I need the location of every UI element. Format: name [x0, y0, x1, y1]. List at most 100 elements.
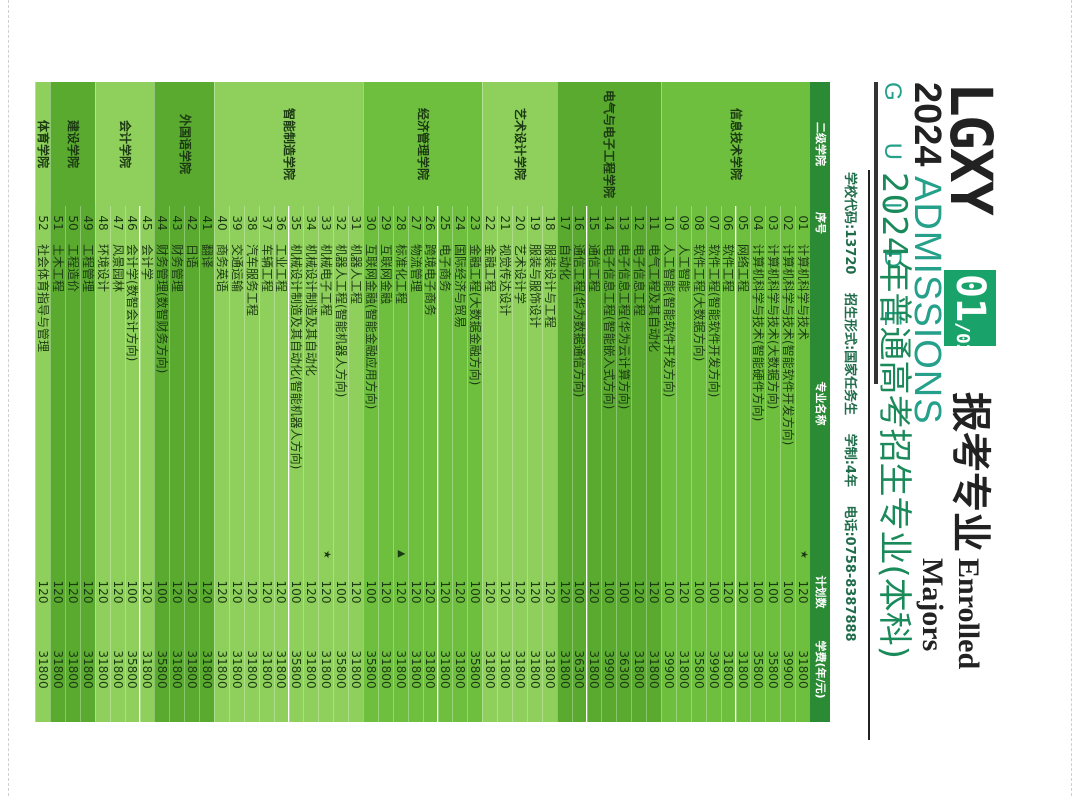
header-plan: 计划数 [810, 567, 830, 617]
cell-fee: 31800 [541, 617, 557, 722]
cell-plan: 120 [422, 567, 438, 617]
cell-major: 计算机科学与技术(智能硬件方向) [750, 240, 766, 567]
special-mark: ▲ [395, 550, 407, 558]
cell-plan: 120 [377, 567, 393, 617]
cell-no: 23 [467, 206, 483, 240]
cell-major: 电子信息工程(华为云计算方向) [616, 240, 632, 567]
number-column: 序号 01 02 03 04 05 06 07 08 09 10 11 12 13 14 15 16 17 18 1… [30, 206, 830, 240]
cell-major: 机械电子工程 [318, 240, 334, 567]
cell-major: 电气工程及其自动化 [646, 240, 661, 567]
cell-plan: 120 [228, 567, 244, 617]
cell-plan: 100 [154, 567, 170, 617]
cell-fee: 31800 [646, 617, 661, 722]
cell-plan: 120 [35, 567, 51, 617]
cell-plan: 100 [288, 567, 304, 617]
cell-no: 14 [601, 206, 617, 240]
cell-fee: 31800 [437, 617, 453, 722]
cell-plan: 100 [571, 567, 587, 617]
cell-fee: 31800 [35, 617, 51, 722]
cell-plan: 120 [482, 567, 498, 617]
cell-major: 服装与服饰设计 [526, 240, 542, 567]
study-duration: 学制:4年 [842, 433, 857, 487]
plan-column: 计划数 120 100 100 100 120 120 100 100 120 100 120 120… [30, 567, 830, 617]
cell-major: 通信工程(华为数据通信方向) [571, 240, 587, 567]
cell-no: 42 [184, 206, 200, 240]
cell-fee: 31800 [243, 617, 259, 722]
cell-no: 49 [79, 206, 95, 240]
cell-no: 25 [437, 206, 453, 240]
cell-plan: 100 [661, 567, 676, 617]
logo: LGXY 01/02 2024 ADMISSIONS GUIDE [874, 82, 1005, 425]
cell-no: 39 [228, 206, 244, 240]
college-column: 二级学院 信息技术学院 电气与电子工程学院 艺术设计学院 经济管理学院 智能制造学院 外国… [30, 82, 830, 206]
cell-plan: 100 [705, 567, 721, 617]
cell-major: 工业工程 [273, 240, 289, 567]
cell-no: 05 [735, 206, 751, 240]
cell-no: 28 [392, 206, 408, 240]
college-band: 体育学院 [35, 82, 50, 206]
cell-major: 软件工程(大数据方向) [690, 240, 706, 567]
cell-no: 33 [318, 206, 334, 240]
cell-fee: 39900 [780, 617, 796, 722]
cell-plan: 120 [139, 567, 155, 617]
cell-plan: 120 [169, 567, 185, 617]
enrollment-form: 招生形式:国家任务生 [842, 292, 857, 416]
cell-no: 46 [124, 206, 140, 240]
college-band: 电气与电子工程学院 [556, 82, 661, 206]
cell-major: 汽车服务工程 [243, 240, 259, 567]
cell-no: 22 [482, 206, 498, 240]
fee-column: 学费(年/元) 31800 39900 35800 35800 31800 31800 39… [30, 617, 830, 722]
cell-no: 29 [377, 206, 393, 240]
cell-no: 37 [258, 206, 274, 240]
cell-major: 金融工程(大数据金融方向) [467, 240, 483, 567]
cell-fee: 31800 [735, 617, 751, 722]
title-english: Enrolled Majors [916, 558, 985, 670]
cell-no: 45 [139, 206, 155, 240]
cell-major: 风景园林 [109, 240, 125, 567]
logo-mark: LGXY [937, 82, 1005, 214]
cell-plan: 120 [348, 567, 363, 617]
cell-plan: 120 [512, 567, 527, 617]
cell-major: 财务管理 [169, 240, 185, 567]
cell-major: 计算机科学与技术 [795, 240, 810, 567]
header-number: 序号 [810, 206, 830, 240]
cell-fee: 39900 [601, 617, 617, 722]
cell-fee: 31800 [199, 617, 214, 722]
cell-plan: 120 [437, 567, 453, 617]
cell-major: 电子信息工程 [631, 240, 647, 567]
cell-plan: 120 [497, 567, 512, 617]
cell-major: 财务管理(数智财务方向) [154, 240, 170, 567]
cell-fee: 31800 [377, 617, 393, 722]
header-major: 专业名称 [810, 240, 830, 567]
cell-major: 会计学 [139, 240, 155, 567]
college-band: 艺术设计学院 [482, 82, 557, 206]
cell-major: 人工智能 [675, 240, 691, 567]
cell-plan: 120 [318, 567, 334, 617]
cell-major: 日语 [184, 240, 200, 567]
cell-no: 04 [750, 206, 766, 240]
cell-plan: 120 [795, 567, 810, 617]
cell-major: 艺术设计学 [512, 240, 527, 567]
cell-no: 11 [646, 206, 661, 240]
header-fee: 学费(年/元) [810, 617, 830, 722]
cell-major: 互联网金融 [377, 240, 393, 567]
cell-plan: 120 [65, 567, 80, 617]
page-edge-left [8, 0, 9, 796]
cell-plan: 120 [109, 567, 125, 617]
logo-code: 01 [947, 274, 993, 323]
cell-no: 38 [243, 206, 259, 240]
cell-plan: 120 [720, 567, 736, 617]
cell-fee: 31800 [631, 617, 647, 722]
cell-plan: 100 [690, 567, 706, 617]
rotated-page: LGXY 01/02 2024 ADMISSIONS GUIDE 报考专业 En… [30, 82, 1005, 740]
cell-fee: 31800 [482, 617, 498, 722]
special-mark: ★ [798, 550, 809, 559]
cell-major: 电子商务 [437, 240, 453, 567]
cell-fee: 31800 [258, 617, 274, 722]
cell-fee: 35800 [690, 617, 706, 722]
cell-major: 自动化 [556, 240, 572, 567]
page-edge-right [1071, 0, 1072, 796]
cell-fee: 31800 [318, 617, 334, 722]
cell-fee: 35800 [154, 617, 170, 722]
cell-major: 标准化工程 [392, 240, 408, 567]
